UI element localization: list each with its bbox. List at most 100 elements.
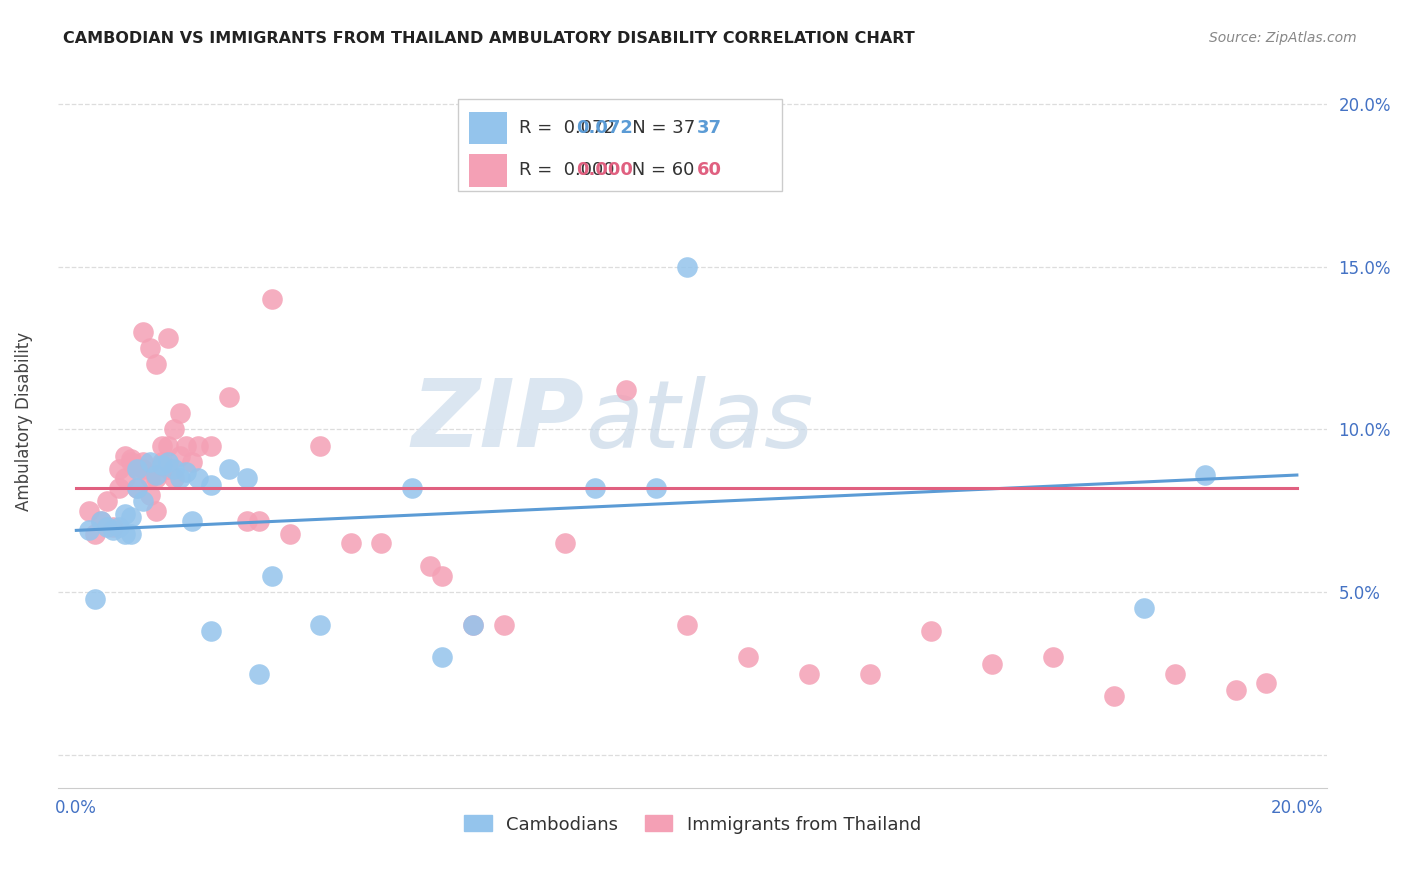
Point bbox=[218, 461, 240, 475]
Point bbox=[114, 471, 136, 485]
Point bbox=[1164, 666, 1187, 681]
Point bbox=[174, 439, 197, 453]
Point bbox=[132, 494, 155, 508]
Point bbox=[96, 520, 118, 534]
Text: 37: 37 bbox=[696, 120, 721, 137]
Point bbox=[218, 390, 240, 404]
Point bbox=[138, 471, 160, 485]
FancyBboxPatch shape bbox=[458, 99, 782, 191]
Point bbox=[96, 494, 118, 508]
Point bbox=[138, 341, 160, 355]
Point bbox=[1102, 690, 1125, 704]
Point bbox=[200, 624, 222, 639]
Point bbox=[461, 617, 484, 632]
Point bbox=[145, 471, 167, 485]
Point bbox=[156, 455, 179, 469]
Point bbox=[260, 569, 283, 583]
Point bbox=[108, 520, 131, 534]
Point bbox=[138, 455, 160, 469]
Point bbox=[340, 536, 363, 550]
Point bbox=[163, 471, 186, 485]
Point bbox=[127, 461, 149, 475]
Point bbox=[114, 507, 136, 521]
Point bbox=[114, 526, 136, 541]
Point bbox=[980, 657, 1002, 671]
Point bbox=[1256, 676, 1278, 690]
Point bbox=[675, 617, 697, 632]
Point bbox=[236, 514, 259, 528]
Point bbox=[1133, 601, 1156, 615]
Point bbox=[132, 455, 155, 469]
Point bbox=[187, 439, 209, 453]
Text: CAMBODIAN VS IMMIGRANTS FROM THAILAND AMBULATORY DISABILITY CORRELATION CHART: CAMBODIAN VS IMMIGRANTS FROM THAILAND AM… bbox=[63, 31, 915, 46]
Text: ZIP: ZIP bbox=[412, 376, 585, 467]
Point bbox=[150, 455, 173, 469]
Point bbox=[101, 520, 124, 534]
Point bbox=[101, 524, 124, 538]
Point bbox=[309, 439, 332, 453]
Legend: Cambodians, Immigrants from Thailand: Cambodians, Immigrants from Thailand bbox=[457, 808, 928, 841]
Point bbox=[278, 526, 301, 541]
Point bbox=[169, 471, 191, 485]
Point bbox=[247, 666, 270, 681]
Point bbox=[492, 617, 515, 632]
Point bbox=[1225, 682, 1247, 697]
Point bbox=[920, 624, 942, 639]
Point bbox=[169, 449, 191, 463]
Point bbox=[138, 487, 160, 501]
Point bbox=[236, 471, 259, 485]
Point bbox=[83, 591, 105, 606]
Point bbox=[145, 468, 167, 483]
Point bbox=[859, 666, 882, 681]
Point bbox=[737, 650, 759, 665]
Point bbox=[114, 449, 136, 463]
Point bbox=[120, 455, 142, 469]
Point bbox=[163, 461, 186, 475]
Text: R =  0.000   N = 60: R = 0.000 N = 60 bbox=[519, 161, 695, 179]
Point bbox=[174, 465, 197, 479]
Point bbox=[309, 617, 332, 632]
Point bbox=[1194, 468, 1216, 483]
Point bbox=[432, 569, 454, 583]
Point bbox=[247, 514, 270, 528]
Point bbox=[554, 536, 576, 550]
Point bbox=[145, 504, 167, 518]
Point bbox=[120, 451, 142, 466]
Point bbox=[90, 514, 112, 528]
FancyBboxPatch shape bbox=[470, 112, 508, 145]
Point bbox=[797, 666, 820, 681]
Point bbox=[150, 439, 173, 453]
Point bbox=[645, 481, 668, 495]
Point bbox=[1042, 650, 1064, 665]
Point bbox=[163, 422, 186, 436]
Point bbox=[583, 481, 606, 495]
Point bbox=[260, 292, 283, 306]
Point bbox=[108, 481, 131, 495]
Text: 60: 60 bbox=[696, 161, 721, 179]
Point bbox=[83, 526, 105, 541]
Point bbox=[132, 461, 155, 475]
Point bbox=[432, 650, 454, 665]
FancyBboxPatch shape bbox=[470, 154, 508, 186]
Point bbox=[169, 406, 191, 420]
Point bbox=[77, 524, 100, 538]
Point bbox=[156, 439, 179, 453]
Point bbox=[370, 536, 392, 550]
Point bbox=[675, 260, 697, 274]
Point bbox=[108, 461, 131, 475]
Point bbox=[145, 357, 167, 371]
Text: R =  0.072   N = 37: R = 0.072 N = 37 bbox=[519, 120, 695, 137]
Point bbox=[200, 477, 222, 491]
Point bbox=[200, 439, 222, 453]
Point bbox=[77, 504, 100, 518]
Point bbox=[127, 461, 149, 475]
Point bbox=[401, 481, 423, 495]
Point bbox=[461, 617, 484, 632]
Point bbox=[614, 384, 637, 398]
Point bbox=[181, 455, 204, 469]
Point bbox=[156, 461, 179, 475]
Text: Source: ZipAtlas.com: Source: ZipAtlas.com bbox=[1209, 31, 1357, 45]
Point bbox=[120, 510, 142, 524]
Point bbox=[127, 481, 149, 495]
Point bbox=[419, 559, 441, 574]
